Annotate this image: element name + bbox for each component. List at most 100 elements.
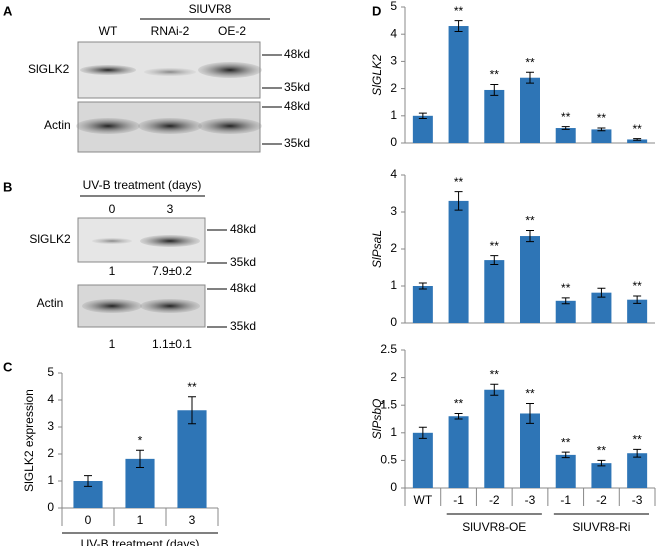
- x-tick-label: -3: [525, 493, 536, 507]
- marker: 35kd: [230, 255, 256, 269]
- y-label: SlGLK2: [370, 54, 384, 96]
- y-tick-label: 0: [47, 500, 54, 514]
- marker: 35kd: [230, 319, 256, 333]
- x-label: UV-B treatment (days): [81, 537, 200, 546]
- band: [76, 118, 140, 134]
- y-tick-label: 2: [390, 81, 397, 95]
- band: [92, 238, 132, 244]
- error-bar: [490, 255, 499, 266]
- bar: [412, 286, 433, 323]
- significance: **: [632, 122, 642, 136]
- error-bar: [597, 127, 606, 132]
- y-tick-label: 0.5: [380, 453, 397, 467]
- significance: **: [525, 387, 535, 401]
- bar: [484, 89, 505, 143]
- y-tick-label: 4: [390, 167, 397, 181]
- significance: **: [454, 175, 464, 189]
- row-label: SlGLK2: [28, 62, 70, 76]
- bar: [412, 115, 433, 143]
- marker: 48kd: [284, 47, 310, 61]
- y-tick-label: 3: [47, 419, 54, 433]
- y-tick-label: 3: [390, 204, 397, 218]
- band: [82, 299, 142, 313]
- bar: [412, 432, 433, 488]
- error-bar: [418, 112, 427, 120]
- row-label: SlGLK2: [29, 232, 71, 246]
- significance: *: [138, 433, 143, 447]
- bar: [520, 413, 540, 488]
- header: UV-B treatment (days): [83, 178, 202, 192]
- bar: [484, 260, 505, 323]
- x-tick-label: 3: [189, 513, 196, 527]
- column-label: RNAi-2: [151, 24, 190, 38]
- y-tick-label: 5: [47, 365, 54, 379]
- significance: **: [632, 433, 642, 447]
- error-bar: [526, 230, 534, 243]
- significance: **: [490, 239, 500, 253]
- column-label: 0: [109, 202, 116, 216]
- significance: **: [597, 111, 607, 125]
- x-tick-label: WT: [414, 493, 433, 507]
- column-label: OE-2: [218, 24, 246, 38]
- y-tick-label: 1: [47, 473, 54, 487]
- group-label: SlUVR8: [189, 2, 232, 16]
- band: [198, 62, 262, 78]
- significance: **: [525, 214, 535, 228]
- significance: **: [561, 110, 571, 124]
- significance: **: [525, 55, 535, 69]
- significance: **: [454, 397, 464, 411]
- bar: [627, 139, 648, 143]
- band: [140, 235, 200, 247]
- band: [138, 118, 202, 134]
- bar: [448, 26, 469, 143]
- y-tick-label: 1: [390, 278, 397, 292]
- error-bar: [136, 449, 144, 468]
- bar: [484, 389, 505, 488]
- y-tick-label: 1.5: [380, 397, 397, 411]
- group-label: SlUVR8-Ri: [572, 520, 630, 534]
- y-tick-label: 2.5: [380, 342, 397, 356]
- error-bar: [490, 84, 499, 96]
- error-bar: [561, 297, 570, 305]
- quant: 1.1±0.1: [152, 337, 192, 351]
- column-label: WT: [99, 24, 118, 38]
- error-bar: [561, 126, 570, 130]
- error-bar: [633, 448, 642, 458]
- bar: [627, 453, 648, 488]
- y-tick-label: 1: [390, 108, 397, 122]
- error-bar: [633, 295, 642, 304]
- error-bar: [418, 282, 427, 290]
- significance: **: [632, 279, 642, 293]
- y-tick-label: 2: [390, 370, 397, 384]
- y-tick-label: 3: [390, 54, 397, 68]
- x-tick-label: 1: [137, 513, 144, 527]
- bar: [591, 463, 612, 488]
- x-tick-label: -2: [596, 493, 607, 507]
- error-bar: [454, 191, 463, 211]
- x-tick-label: -2: [489, 493, 500, 507]
- y-tick-label: 2: [390, 241, 397, 255]
- quant: 1: [109, 264, 116, 278]
- y-tick-label: 2: [47, 446, 54, 460]
- error-bar: [454, 412, 463, 420]
- y-label: SlPsaL: [370, 230, 384, 268]
- y-label: SlPsbQ: [370, 399, 384, 440]
- y-tick-label: 4: [47, 392, 54, 406]
- column-label: 3: [167, 202, 174, 216]
- y-tick-label: 4: [390, 26, 397, 40]
- significance: **: [187, 380, 197, 394]
- bar: [591, 292, 612, 323]
- bar: [448, 416, 469, 488]
- y-tick-label: 0: [390, 315, 397, 329]
- band: [140, 299, 200, 313]
- bar: [555, 300, 576, 323]
- error-bar: [561, 451, 570, 459]
- y-tick-label: 1: [390, 425, 397, 439]
- x-tick-label: -1: [453, 493, 464, 507]
- row-label: Actin: [37, 296, 64, 310]
- band: [144, 68, 196, 76]
- panel-label: C: [3, 359, 13, 374]
- marker: 48kd: [230, 281, 256, 295]
- y-label: SlGLK2 expression: [22, 389, 36, 492]
- error-bar: [526, 403, 534, 424]
